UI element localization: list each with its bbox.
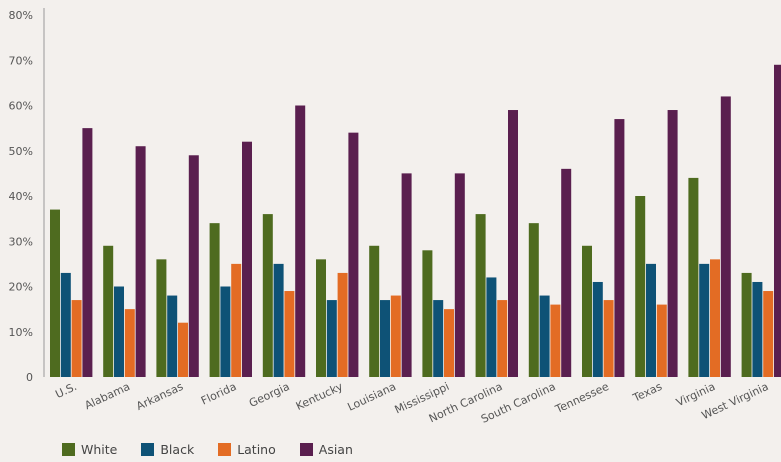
bar-black (646, 263, 656, 377)
x-tick-label: Florida (199, 380, 238, 408)
legend-item-white: White (62, 442, 117, 457)
bar-white (156, 259, 167, 377)
y-tick-label: 70% (9, 54, 33, 67)
x-tick-label: Tennessee (553, 380, 612, 417)
bar-white (316, 259, 326, 377)
y-tick-label: 40% (9, 190, 33, 203)
bar-black (380, 300, 390, 377)
y-tick-label: 80% (9, 9, 33, 22)
x-tick-label: Louisiana (346, 380, 399, 414)
bar-asian (295, 105, 306, 377)
y-tick-label: 0 (26, 371, 33, 384)
y-tick-label: 60% (9, 100, 33, 113)
bar-asian (135, 146, 146, 377)
bar-white (262, 214, 273, 377)
bar-black (699, 263, 710, 377)
legend-label-asian: Asian (318, 442, 353, 457)
bar-asian (454, 173, 465, 377)
bar-black (539, 295, 550, 377)
bar-black (433, 300, 444, 377)
bar-white (741, 272, 752, 377)
y-tick-label: 50% (9, 145, 33, 158)
bar-latino (763, 291, 774, 377)
bar-latino (656, 304, 667, 377)
x-tick-label: Arkansas (134, 380, 185, 413)
legend: White Black Latino Asian (62, 442, 353, 457)
y-tick-label: 20% (9, 281, 33, 294)
legend-swatch-latino (218, 443, 232, 456)
bar-black (114, 286, 124, 377)
bar-latino (390, 295, 401, 377)
legend-label-latino: Latino (237, 442, 276, 457)
x-tick-label: Texas (630, 380, 664, 405)
bar-latino (603, 300, 614, 377)
bar-black (273, 263, 284, 377)
bar-black (167, 295, 178, 377)
bar-white (369, 245, 380, 377)
bar-asian (82, 128, 93, 377)
bar-white (475, 214, 486, 377)
legend-item-latino: Latino (218, 442, 276, 457)
bar-white (582, 245, 592, 377)
bar-latino (497, 300, 508, 377)
bar-white (528, 223, 539, 377)
legend-item-black: Black (141, 442, 194, 457)
bar-asian (348, 132, 359, 377)
bar-asian (561, 168, 572, 377)
legend-swatch-asian (299, 443, 313, 456)
legend-label-black: Black (160, 442, 195, 457)
bar-latino (178, 322, 188, 377)
bar-latino (71, 300, 82, 377)
bar-black (326, 300, 337, 377)
bar-white (103, 245, 114, 377)
bar-black (220, 286, 231, 377)
bar-white (688, 177, 699, 377)
bar-black (752, 281, 763, 377)
bar-white (422, 250, 433, 377)
bar-asian (614, 119, 625, 377)
x-tick-label: Georgia (247, 380, 292, 410)
bar-latino (444, 309, 454, 377)
x-tick-label: U.S. (53, 380, 78, 401)
legend-label-white: White (81, 442, 118, 457)
legend-item-asian: Asian (299, 442, 353, 457)
bar-asian (667, 110, 678, 378)
bar-latino (710, 259, 720, 377)
bar-latino (231, 263, 242, 377)
legend-swatch-black (141, 443, 155, 456)
legend-swatch-white (62, 443, 75, 456)
bar-white (635, 196, 646, 377)
bar-white (50, 209, 60, 377)
bar-asian (188, 155, 199, 377)
bar-black (592, 281, 603, 377)
bar-asian (242, 141, 252, 377)
bar-white (209, 223, 220, 377)
x-tick-label: Alabama (83, 380, 132, 412)
bar-latino (550, 304, 561, 377)
bar-latino (337, 272, 348, 377)
bar-latino (284, 291, 295, 377)
bar-black (486, 277, 497, 377)
y-tick-label: 10% (9, 326, 33, 339)
x-tick-label: Kentucky (294, 380, 345, 413)
bar-latino (124, 309, 135, 377)
bar-black (60, 272, 71, 377)
bar-asian (774, 64, 781, 378)
bar-asian (720, 96, 731, 377)
y-tick-label: 30% (9, 235, 33, 248)
bar-asian (508, 110, 518, 378)
bar-asian (401, 173, 412, 377)
